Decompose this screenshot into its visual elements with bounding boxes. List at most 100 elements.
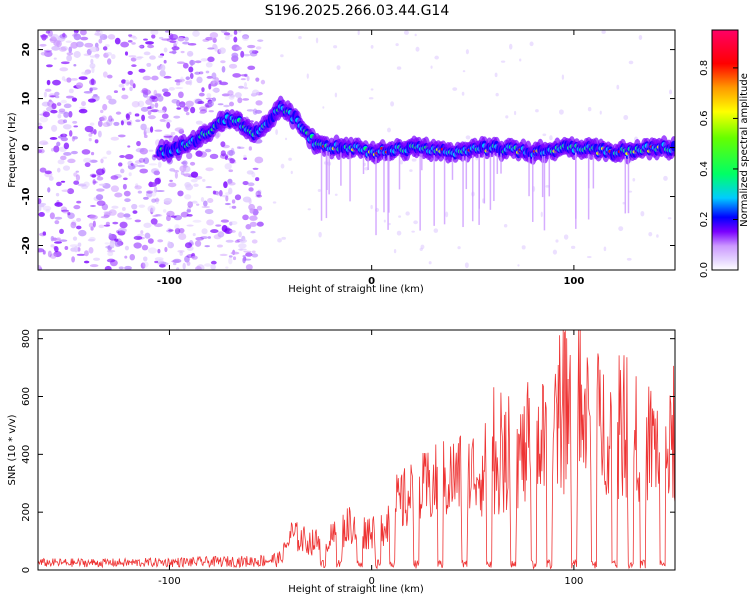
spectrogram-cell bbox=[63, 103, 72, 109]
spectrogram-cell bbox=[224, 202, 231, 206]
spectrogram-cell bbox=[38, 149, 43, 154]
spectrogram-cell bbox=[178, 78, 185, 82]
spectrogram-cell bbox=[154, 102, 159, 108]
spectrogram-cell bbox=[246, 170, 254, 175]
spectrogram-cell bbox=[60, 99, 67, 104]
spectrogram-cell bbox=[163, 197, 173, 204]
spectrogram-cell bbox=[136, 140, 141, 147]
spectrogram-cell bbox=[255, 46, 262, 50]
spectrogram-cell bbox=[149, 126, 154, 133]
spectrogram-cell bbox=[213, 234, 222, 240]
spectrogram-cell bbox=[143, 256, 148, 262]
spectrogram-cell bbox=[558, 109, 564, 115]
spectrogram-cell bbox=[54, 95, 60, 99]
spectrogram-cell bbox=[119, 155, 126, 158]
spectrogram-cell bbox=[114, 240, 122, 247]
spectrogram-cell bbox=[151, 34, 156, 39]
spectrogram-cell bbox=[248, 146, 252, 151]
spectrogram-cell bbox=[465, 135, 471, 140]
spectrogram-cell bbox=[160, 64, 166, 72]
spectrogram-cell bbox=[185, 76, 191, 81]
spectrogram-cell bbox=[177, 103, 185, 107]
spectrogram-cell bbox=[176, 61, 185, 65]
spectrogram-cell bbox=[200, 197, 205, 203]
spectrogram-cell bbox=[142, 261, 149, 268]
spectrogram-cell bbox=[98, 224, 105, 229]
spectrogram-cell bbox=[173, 169, 180, 173]
spectrogram-cell bbox=[90, 78, 95, 85]
spectrogram-cell bbox=[131, 42, 136, 45]
spectrogram-cell bbox=[186, 214, 193, 217]
spectrogram-cell bbox=[168, 86, 175, 91]
spectrogram-cell bbox=[174, 227, 181, 235]
spectrogram-cell bbox=[249, 49, 256, 55]
spectrogram-cell bbox=[105, 52, 113, 56]
spectrogram-cell bbox=[83, 157, 92, 164]
snr-x-tick-label: -100 bbox=[158, 576, 181, 587]
spectrogram-cell bbox=[143, 38, 148, 41]
spectrogram-cell bbox=[210, 260, 217, 265]
spectrogram-cell bbox=[47, 250, 52, 258]
spectrogram-cell bbox=[249, 221, 258, 227]
spectrogram-cell bbox=[163, 91, 171, 97]
spectrogram-cell bbox=[184, 255, 190, 263]
spectrogram-cell bbox=[117, 227, 127, 233]
spectrogram-cell bbox=[132, 83, 136, 89]
spectrogram-cell bbox=[94, 30, 103, 37]
spectrogram-cell bbox=[63, 111, 70, 118]
spectrogram-cell bbox=[97, 120, 103, 127]
snr-frame bbox=[37, 329, 676, 571]
spectrogram-cell bbox=[115, 111, 122, 115]
spectrogram-cell bbox=[245, 264, 253, 270]
spectrogram-cell bbox=[88, 214, 98, 220]
spectrogram-cell bbox=[229, 158, 235, 164]
spectrogram-cell bbox=[41, 101, 51, 107]
spectrogram-cell bbox=[177, 190, 184, 197]
spectrogram-cell bbox=[166, 121, 171, 129]
spectrogram-cell bbox=[73, 204, 81, 210]
spectrogram-cell bbox=[178, 91, 184, 99]
spectrogram-cell bbox=[174, 86, 184, 90]
spectrogram-cell bbox=[196, 203, 200, 206]
spectrogram-cell bbox=[252, 167, 259, 170]
spectrogram-cell bbox=[49, 253, 57, 259]
spectrogram-cell bbox=[171, 98, 179, 104]
spectrogram-cell bbox=[47, 30, 53, 37]
spectrogram-cell bbox=[207, 236, 212, 239]
spectrogram-cell bbox=[53, 57, 57, 60]
spectrogram-cell bbox=[135, 148, 145, 153]
spectrogram-cell bbox=[415, 46, 420, 52]
spectrogram-cell bbox=[143, 157, 150, 164]
spectrogram-cell bbox=[105, 221, 110, 226]
spectrogram-cell bbox=[256, 205, 263, 211]
spectrogram-cell bbox=[108, 98, 117, 105]
spectrogram-cell bbox=[57, 159, 65, 165]
spectrogram-cell bbox=[102, 156, 108, 159]
figure-title: S196.2025.266.03.44.G14 bbox=[265, 3, 450, 19]
spectrogram-cell bbox=[103, 212, 111, 218]
spectrogram-cell bbox=[73, 172, 78, 177]
spectrogram-cell bbox=[260, 79, 266, 85]
snr-y-tick-label: 600 bbox=[21, 387, 32, 406]
spectrogram-cell bbox=[54, 202, 63, 207]
spectrogram-cell bbox=[237, 30, 242, 33]
spectrogram-cell bbox=[107, 58, 112, 65]
spectrogram-cell bbox=[500, 60, 506, 63]
spectrogram-cell bbox=[618, 226, 624, 232]
spectrogram-cell bbox=[616, 84, 620, 90]
colorbar-ticks: 0.0 0.2 0.4 0.6 0.8 bbox=[699, 60, 738, 278]
spectrogram-cell bbox=[95, 194, 104, 201]
spectrogram-cell bbox=[129, 86, 133, 92]
colorbar-tick-label: 0.8 bbox=[699, 60, 710, 76]
spectrogram-cell bbox=[157, 95, 164, 102]
spectrogram-cell bbox=[70, 77, 78, 81]
spectrogram-cell bbox=[587, 106, 592, 112]
spectrogram-cell bbox=[62, 210, 69, 214]
spectrogram-cell bbox=[540, 211, 543, 218]
spectrogram-cell bbox=[505, 115, 509, 119]
spectrogram-cell bbox=[184, 242, 192, 249]
spectrogram-cell bbox=[153, 170, 161, 176]
spectrogram-cell bbox=[114, 238, 119, 242]
spectrogram-cell bbox=[236, 146, 241, 149]
spectrogram-cell bbox=[409, 169, 413, 172]
